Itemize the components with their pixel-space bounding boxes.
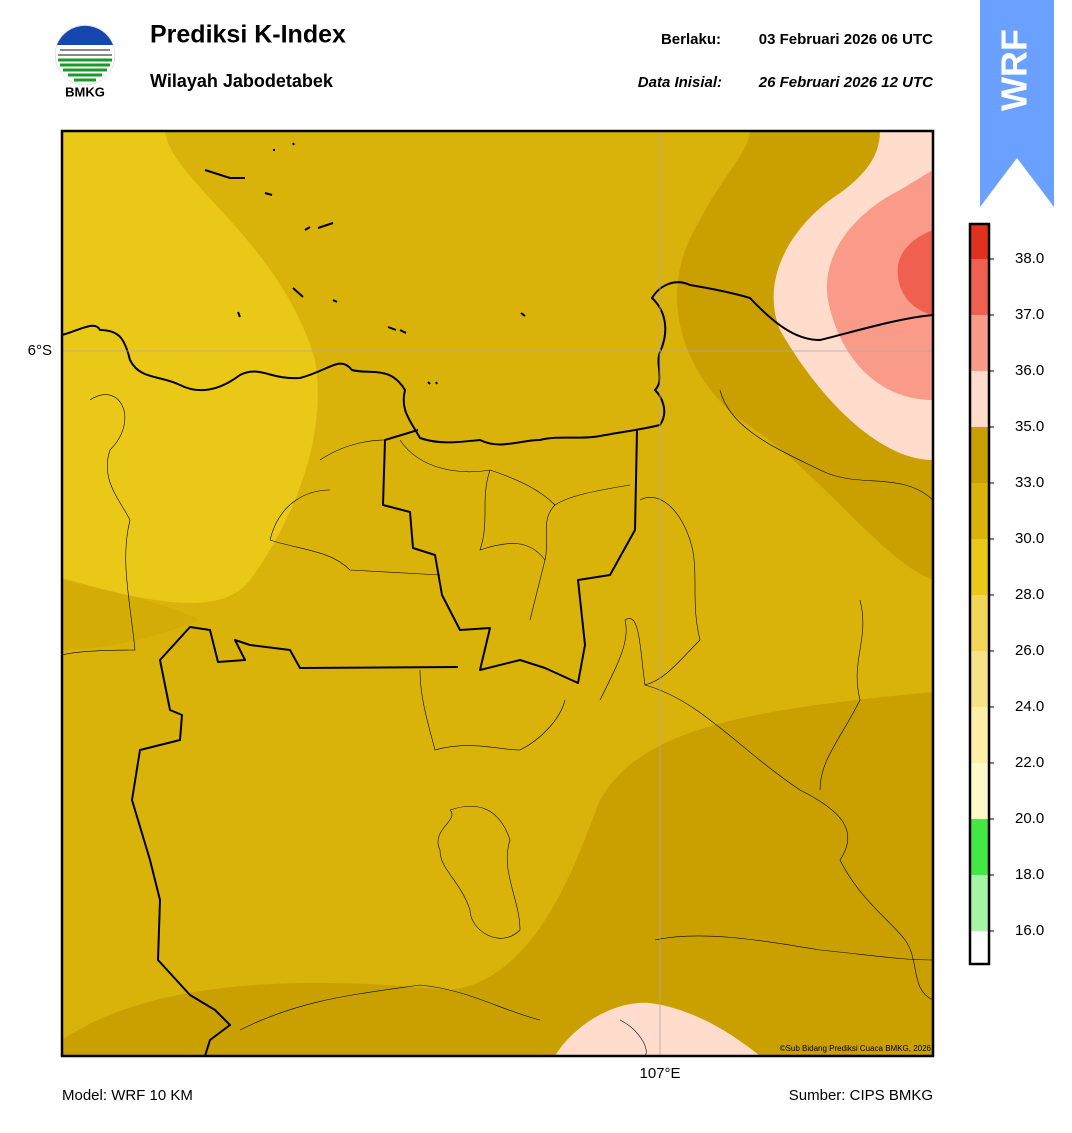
map [62, 131, 933, 1056]
copyright: ©Sub Bidang Prediksi Cuaca BMKG, 2026 [780, 1044, 932, 1053]
colorbar-frame [968, 222, 991, 966]
init-time: 26 Februari 2026 12 UTC [758, 74, 934, 91]
colorbar-segment [970, 763, 989, 819]
colorbar-segment [970, 707, 989, 763]
colorbar-label: 18.0 [1015, 866, 1044, 883]
colorbar: 16.0 18.0 20.0 22.0 24.0 26.0 28.0 30.0 33.0 35.0… [968, 222, 1044, 966]
colorbar-label: 24.0 [1015, 698, 1044, 715]
badge [980, 0, 1054, 207]
colorbar-segment [970, 259, 989, 315]
colorbar-segment [970, 371, 989, 427]
colorbar-label: 22.0 [1015, 754, 1044, 771]
colorbar-label: 26.0 [1015, 642, 1044, 659]
colorbar-segment [970, 875, 989, 931]
colorbar-segment [970, 595, 989, 651]
title: Prediksi K-Index [150, 21, 346, 49]
colorbar-segment [970, 315, 989, 371]
footer-source: Sumber: CIPS BMKG [789, 1087, 933, 1104]
valid-time: 03 Februari 2026 06 UTC [759, 31, 933, 48]
colorbar-label: 20.0 [1015, 810, 1044, 827]
colorbar-label: 28.0 [1015, 586, 1044, 603]
colorbar-segment [970, 427, 989, 483]
colorbar-segment [970, 224, 989, 259]
colorbar-label: 16.0 [1015, 922, 1044, 939]
colorbar-label: 37.0 [1015, 306, 1044, 323]
valid-label: Berlaku: [661, 31, 721, 48]
colorbar-label: 33.0 [1015, 474, 1044, 491]
map-frame [60, 129, 935, 1058]
logo-text: BMKG [65, 84, 105, 99]
init-label: Data Inisial: [638, 74, 722, 91]
colorbar-segment [970, 931, 989, 964]
colorbar-label: 36.0 [1015, 362, 1044, 379]
lat-label: 6°S [28, 342, 52, 359]
colorbar-segment [970, 539, 989, 595]
subtitle: Wilayah Jabodetabek [150, 71, 334, 91]
lon-label: 107°E [639, 1065, 680, 1082]
colorbar-label: 30.0 [1015, 530, 1044, 547]
colorbar-segment [970, 651, 989, 707]
colorbar-label: 38.0 [1015, 250, 1044, 267]
badge-text: WRF [994, 29, 1035, 111]
logo [54, 24, 116, 86]
colorbar-segment [970, 483, 989, 539]
colorbar-segment [970, 819, 989, 875]
colorbar-label: 35.0 [1015, 418, 1044, 435]
footer-model: Model: WRF 10 KM [62, 1087, 193, 1104]
